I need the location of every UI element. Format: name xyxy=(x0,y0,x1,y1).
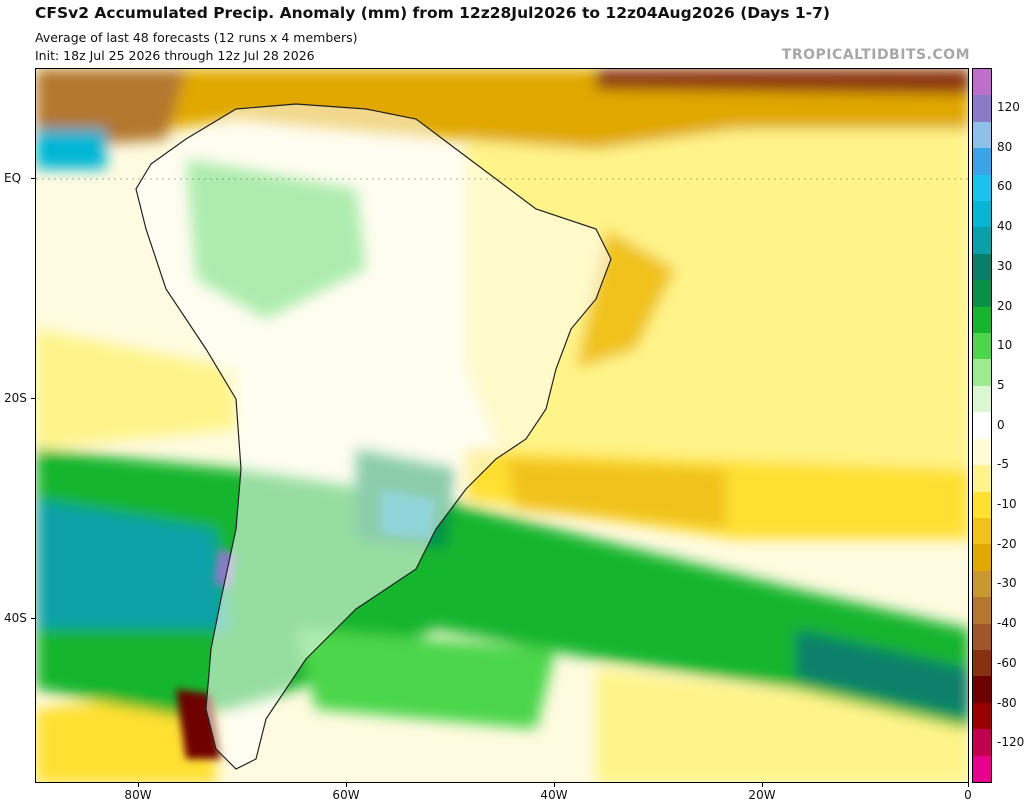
anomaly-lightgreen-south xyxy=(296,629,556,729)
colorbar-label: 120 xyxy=(997,100,1020,114)
colorbar-segment xyxy=(973,69,991,96)
colorbar-label: 60 xyxy=(997,179,1013,194)
colorbar-segment xyxy=(973,201,991,228)
tick-40s xyxy=(31,618,35,619)
colorbar-segment xyxy=(973,729,991,757)
colorbar-segment xyxy=(973,280,991,308)
colorbar-segment xyxy=(973,438,991,466)
colorbar-segment xyxy=(973,570,991,598)
colorbar-label: -10 xyxy=(997,497,1017,511)
watermark: TROPICALTIDBITS.COM xyxy=(781,47,970,63)
colorbar-label: 0 xyxy=(997,417,1005,432)
colorbar-segment xyxy=(973,174,991,202)
colorbar-label: -80 xyxy=(997,695,1017,710)
lon-label-20w: 20W xyxy=(748,788,776,802)
lon-label-80w: 80W xyxy=(124,788,152,802)
colorbar-label: -60 xyxy=(997,655,1017,670)
colorbar-label: -5 xyxy=(997,457,1009,472)
colorbar-label: -40 xyxy=(997,616,1017,631)
colorbar-segment xyxy=(973,597,991,625)
colorbar-label: 80 xyxy=(997,139,1013,154)
colorbar-segment xyxy=(973,465,991,493)
colorbar-segment xyxy=(973,385,991,413)
colorbar xyxy=(972,68,992,783)
colorbar-segment xyxy=(973,702,991,730)
colorbar-label: 10 xyxy=(997,338,1013,353)
colorbar-segment xyxy=(973,412,991,440)
colorbar-segment xyxy=(973,306,991,334)
anomaly-yellow-far-south xyxy=(596,669,968,782)
colorbar-segment xyxy=(973,227,991,255)
colorbar-label: 30 xyxy=(997,258,1013,273)
colorbar-segment xyxy=(973,676,991,704)
anomaly-orange-south xyxy=(506,459,726,529)
lat-label-40s: 40S xyxy=(4,611,27,625)
lon-label-40w: 40W xyxy=(540,788,568,802)
colorbar-segment xyxy=(973,755,991,783)
map-subtitle: Average of last 48 forecasts (12 runs x … xyxy=(35,30,358,45)
anomaly-yellow-pacific xyxy=(36,329,236,449)
init-time-label: Init: 18z Jul 25 2026 through 12z Jul 28… xyxy=(35,48,315,63)
tick-80w xyxy=(138,783,139,787)
anomaly-teal-southeast xyxy=(796,629,968,719)
lon-label-60w: 60W xyxy=(332,788,360,802)
anomaly-teal-southband xyxy=(36,499,226,629)
colorbar-label: 40 xyxy=(997,219,1013,234)
anomaly-yellow-atlantic xyxy=(466,109,968,539)
colorbar-label: 5 xyxy=(997,377,1005,392)
tick-0 xyxy=(968,783,969,787)
colorbar-segment xyxy=(973,623,991,651)
colorbar-segment xyxy=(973,95,991,123)
colorbar-label: -30 xyxy=(997,576,1017,591)
colorbar-segment xyxy=(973,544,991,572)
tick-40w xyxy=(554,783,555,787)
map-title: CFSv2 Accumulated Precip. Anomaly (mm) f… xyxy=(35,4,830,22)
colorbar-segment xyxy=(973,649,991,677)
colorbar-segment xyxy=(973,491,991,519)
south-america-landmass xyxy=(135,103,612,770)
tick-60w xyxy=(346,783,347,787)
anomaly-darkbrown-north xyxy=(596,69,968,94)
colorbar-label: 20 xyxy=(997,298,1013,313)
colorbar-segment xyxy=(973,333,991,360)
colorbar-label: -20 xyxy=(997,536,1017,551)
colorbar-segment xyxy=(973,148,991,176)
lon-label-0: 0 xyxy=(964,788,972,802)
colorbar-segment xyxy=(973,253,991,281)
precip-anomaly-map xyxy=(35,68,969,783)
colorbar-label: -120 xyxy=(997,735,1024,750)
anomaly-teal-pacific-north xyxy=(36,129,106,169)
lat-label-eq: EQ xyxy=(4,171,22,185)
colorbar-segment xyxy=(973,121,991,149)
tick-20w xyxy=(762,783,763,787)
colorbar-segment xyxy=(973,359,991,387)
colorbar-segment xyxy=(973,517,991,545)
tick-eq xyxy=(31,178,35,179)
lat-label-20s: 20S xyxy=(4,391,27,405)
tick-20s xyxy=(31,398,35,399)
